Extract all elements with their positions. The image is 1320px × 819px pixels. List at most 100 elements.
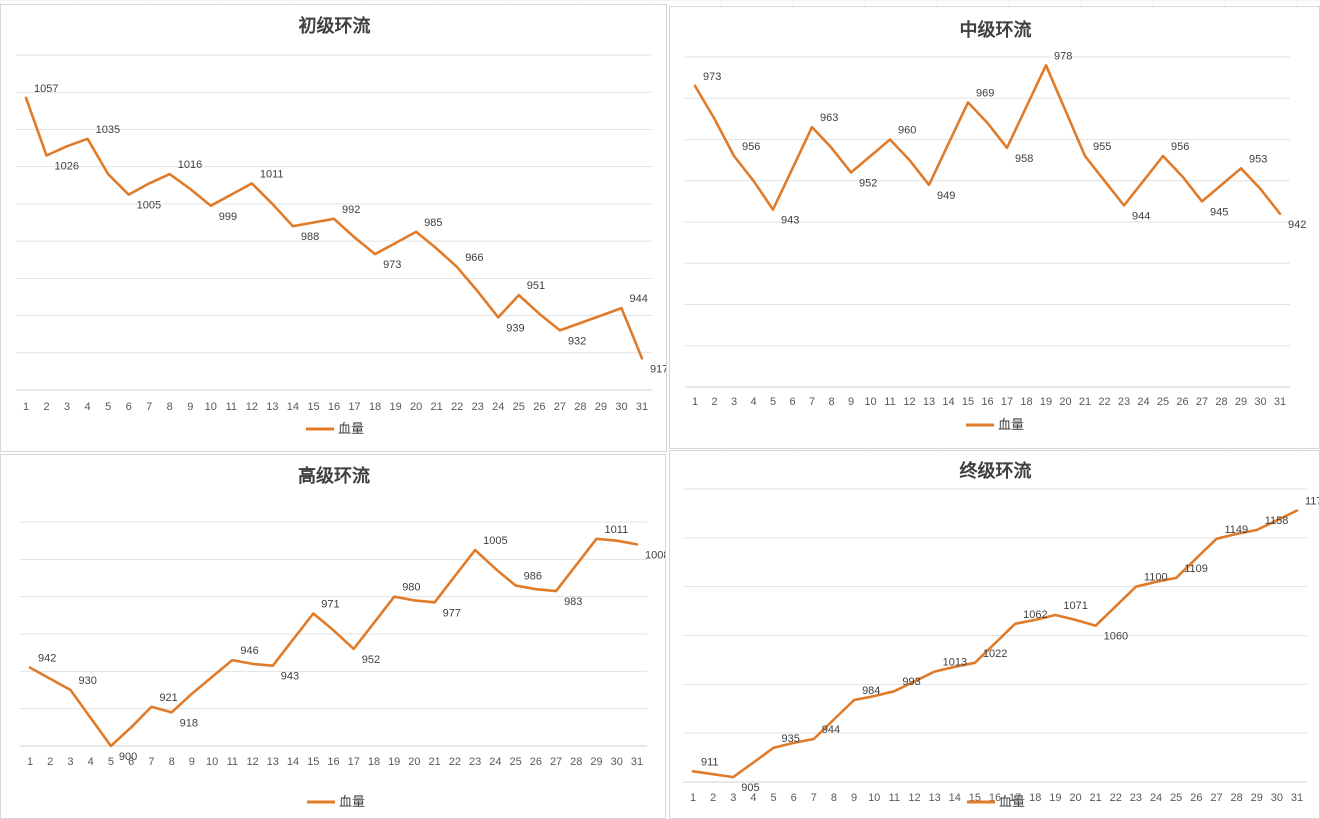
x-tick-label: 4 [88,756,94,768]
x-tick-label: 4 [85,401,91,413]
data-label: 993 [902,676,920,688]
data-label: 944 [822,724,840,736]
x-tick-label: 24 [1150,792,1162,804]
x-tick-label: 15 [307,401,319,413]
x-tick-label: 9 [187,401,193,413]
x-tick-label: 13 [928,792,940,804]
x-tick-label: 29 [595,401,607,413]
x-tick-label: 3 [67,756,73,768]
series-line [24,96,644,360]
x-tick-label: 14 [287,756,299,768]
x-tick-label: 3 [731,396,737,408]
data-label: 958 [1015,153,1033,165]
data-label: 953 [1249,153,1267,165]
x-tick-label: 23 [472,401,484,413]
x-tick-label: 7 [148,756,154,768]
x-tick-label: 26 [1190,792,1202,804]
x-tick-label: 26 [530,756,542,768]
chart-title: 中级环流 [960,19,1032,41]
x-tick-label: 28 [1215,396,1227,408]
x-tick-label: 25 [509,756,521,768]
x-tick-label: 27 [1196,396,1208,408]
x-tick-label: 11 [227,756,238,768]
x-tick-label: 23 [1130,792,1142,804]
series-line [691,509,1299,779]
data-label: 932 [568,335,586,347]
data-label: 1008 [645,549,666,561]
x-tick-label: 20 [1059,396,1071,408]
data-label: 960 [898,125,916,137]
x-tick-label: 16 [981,396,993,408]
x-tick-label: 19 [1049,792,1061,804]
data-label: 966 [465,252,483,264]
data-label: 949 [937,190,955,202]
data-label: 939 [506,322,524,334]
data-label: 1011 [260,168,284,180]
x-tick-label: 1 [23,401,29,413]
data-label: 956 [742,141,760,153]
x-tick-label: 31 [1274,396,1286,408]
chart-panel-ultimate[interactable]: 终级环流 1 2 3 4 5 6 7 8 9 10 11 12 13 14 15 16 17 18 19 20 21 22 2… [669,450,1320,819]
x-tick-label: 20 [1069,792,1081,804]
x-tick-label: 11 [226,401,237,413]
x-tick-label: 8 [167,401,173,413]
data-label: 945 [1210,206,1228,218]
x-tick-label: 15 [962,396,974,408]
x-tick-label: 2 [47,756,53,768]
x-tick-label: 28 [574,401,586,413]
x-tick-label: 9 [189,756,195,768]
x-tick-label: 25 [513,401,525,413]
data-label: 955 [1093,141,1111,153]
chart-title: 初级环流 [299,15,371,37]
x-tick-label: 30 [615,401,627,413]
x-tick-label: 21 [1090,792,1102,804]
x-tick-label: 23 [469,756,481,768]
x-tick-label: 4 [750,792,756,804]
x-tick-label: 14 [287,401,299,413]
chart-panel-intermediate[interactable]: 中级环流 1 2 3 4 5 6 7 8 9 10 11 12 13 14 15 16 17 18 19 20 21 22 2… [669,6,1320,449]
x-tick-label: 29 [1235,396,1247,408]
x-tick-label: 14 [949,792,961,804]
data-label: 951 [527,280,545,292]
x-tick-label: 6 [128,756,134,768]
data-label: 1011 [605,524,629,536]
chart-panel-advanced[interactable]: 高级环流 1 2 3 4 5 6 7 8 9 10 11 12 13 14 15 16 17 18 19 20 21 22 2… [0,454,666,819]
data-label: 973 [703,71,721,83]
x-tick-label: 1 [692,396,698,408]
x-tick-label: 24 [489,756,501,768]
legend-label: 血量 [339,794,365,809]
x-tick-label: 16 [328,401,340,413]
series-line [28,537,639,748]
data-label: 1149 [1224,524,1248,536]
data-label: 921 [159,692,177,704]
x-tick-label: 26 [1176,396,1188,408]
x-tick-label: 23 [1118,396,1130,408]
data-label: 911 [701,756,719,768]
x-tick-label: 4 [750,396,756,408]
x-tick-label: 24 [1137,396,1149,408]
x-tick-label: 30 [1254,396,1266,408]
x-tick-label: 8 [169,756,175,768]
data-label: 980 [402,582,420,594]
x-tick-label: 17 [348,401,360,413]
x-tick-label: 5 [770,792,776,804]
x-tick-label: 10 [868,792,880,804]
chart-panel-basic[interactable]: 初级环流 1 2 3 4 5 6 7 8 9 10 11 12 13 14 15 16 17 18 19 20 21 22 2… [0,4,667,452]
x-tick-label: 30 [1271,792,1283,804]
data-label: 1013 [943,657,967,669]
x-tick-label: 21 [1079,396,1091,408]
x-tick-label: 2 [711,396,717,408]
x-tick-label: 25 [1170,792,1182,804]
data-label: 918 [180,717,198,729]
data-label: 917 [650,363,667,375]
data-label: 1035 [96,124,120,136]
x-tick-label: 27 [554,401,566,413]
x-tick-label: 29 [1251,792,1263,804]
data-label: 999 [219,211,237,223]
data-label: 978 [1054,50,1072,62]
x-tick-label: 22 [451,401,463,413]
data-label: 1057 [34,83,58,95]
x-tick-label: 10 [864,396,876,408]
data-label: 1060 [1104,631,1128,643]
